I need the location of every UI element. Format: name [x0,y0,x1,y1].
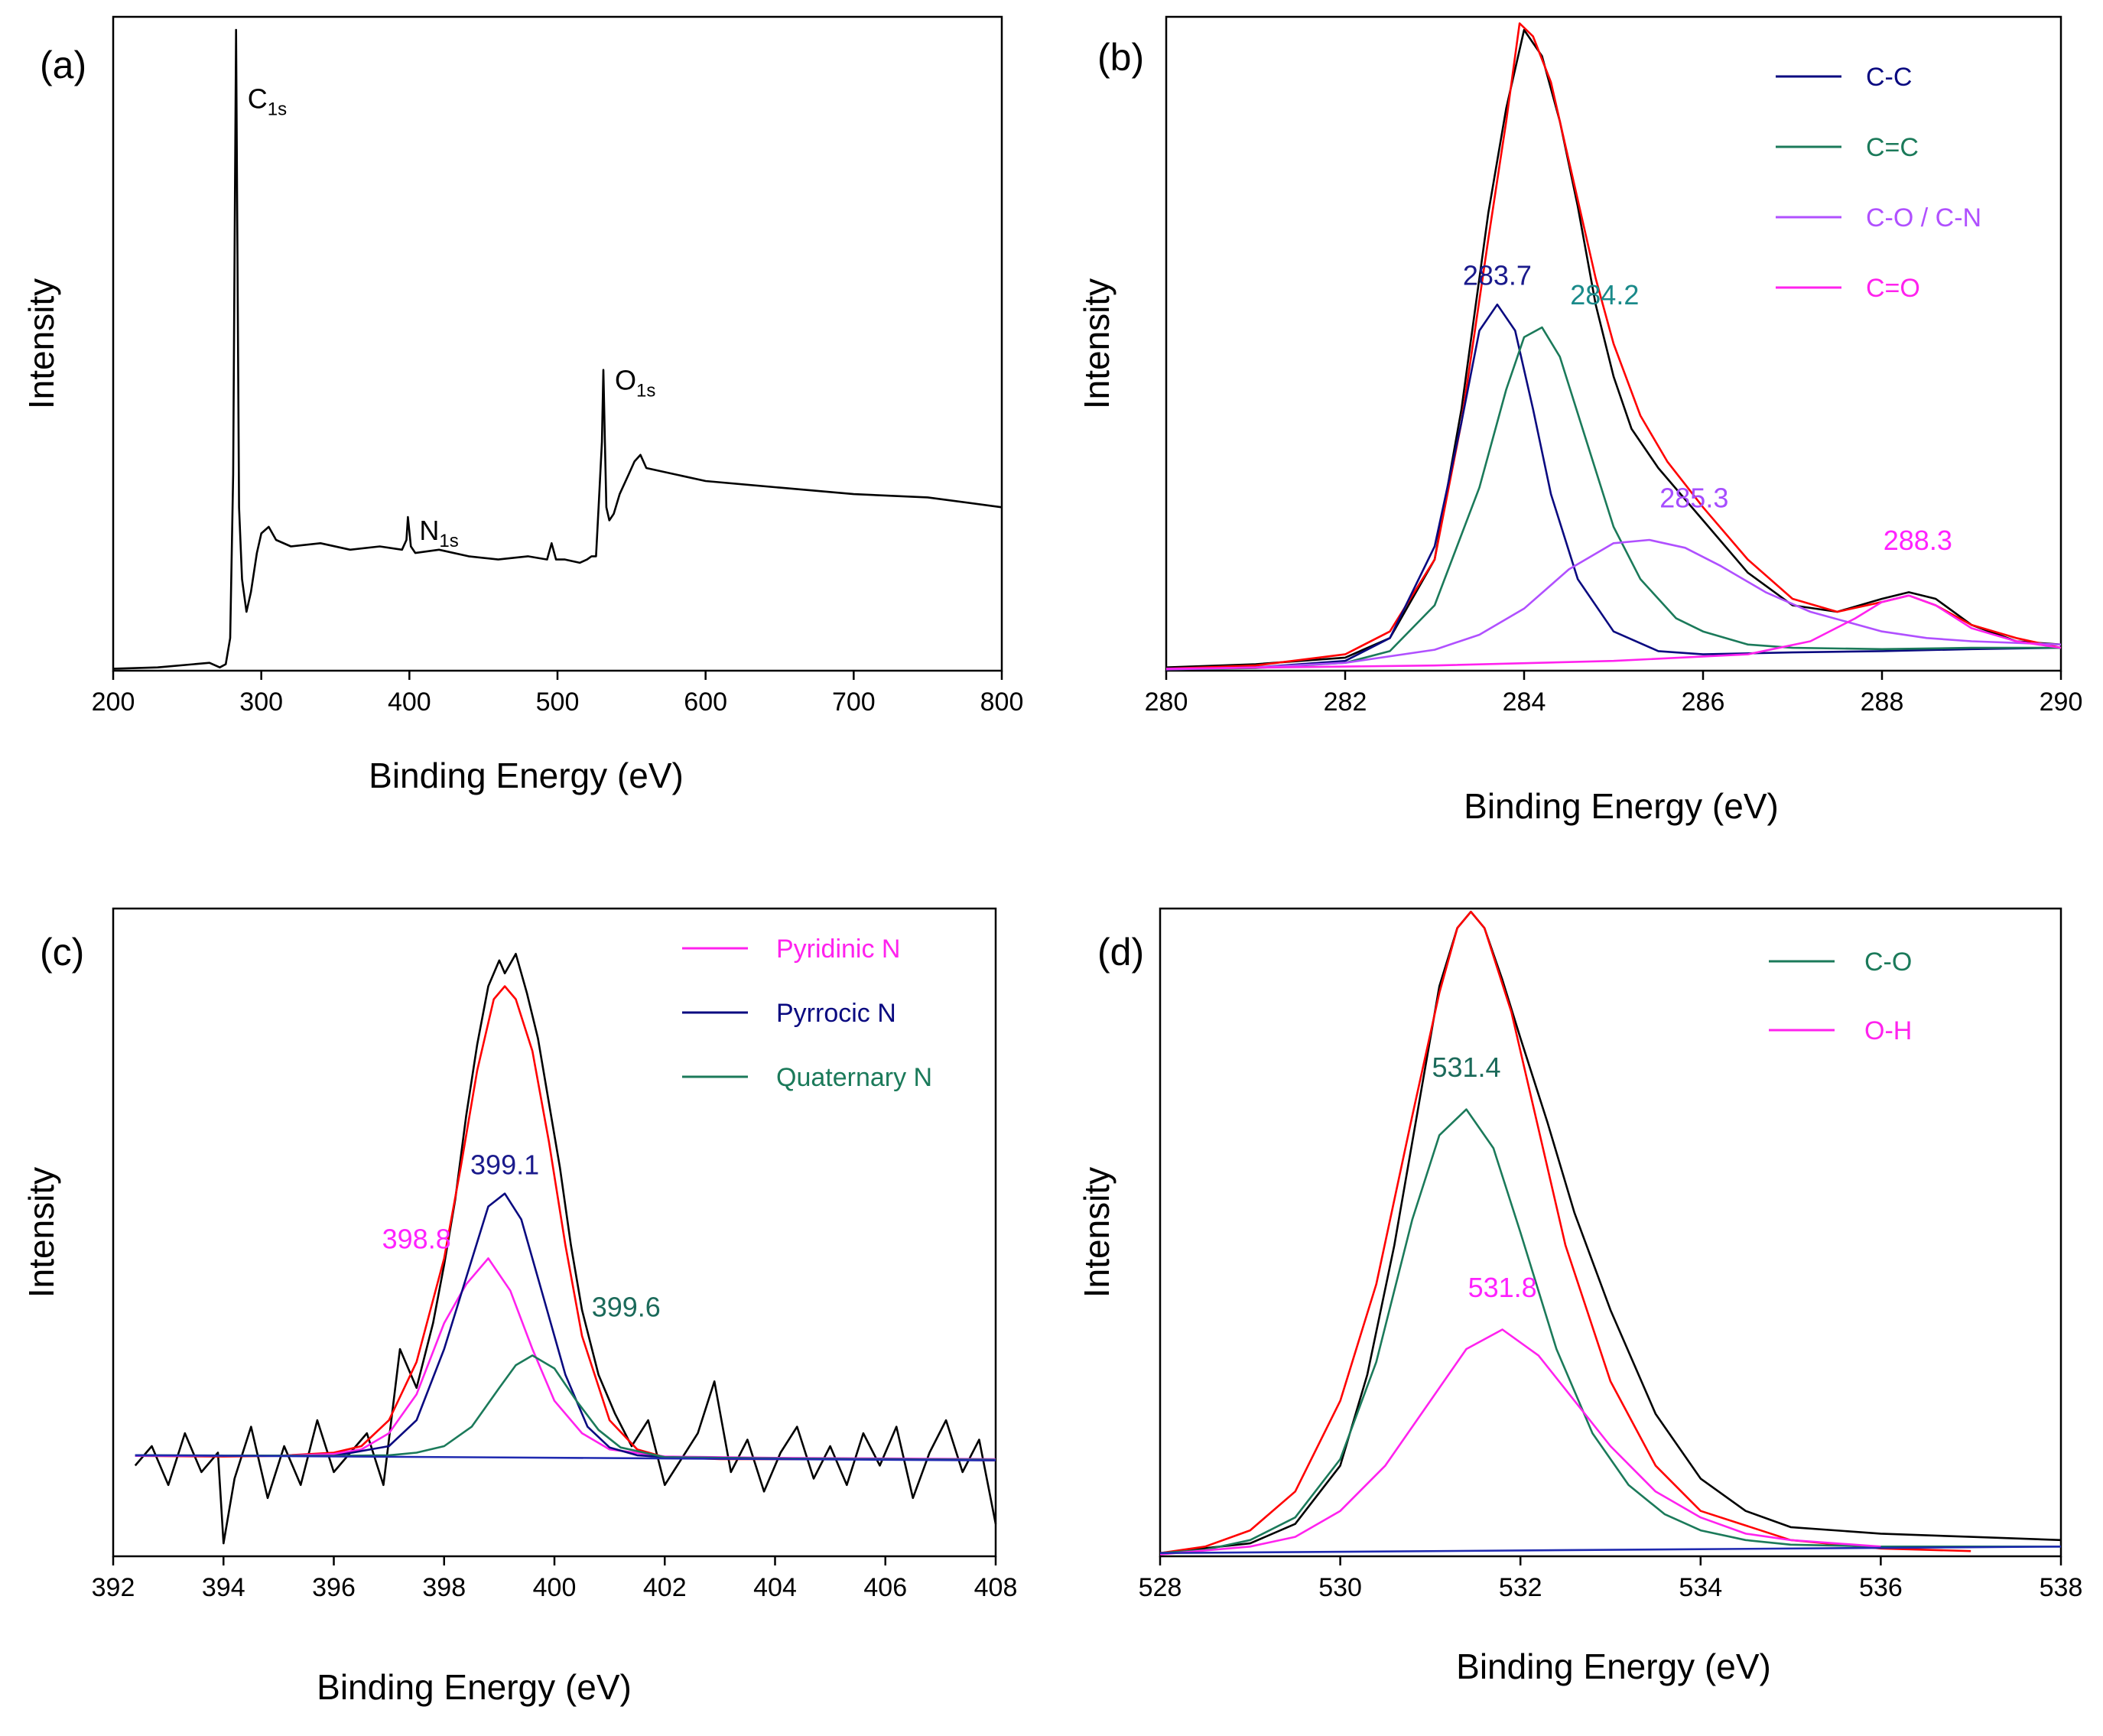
panel-d-series-o-h [1159,1328,1881,1556]
panel-a-x-axis-label: Binding Energy (eV) [369,756,684,795]
panel-d-legend-label: C-O [1864,948,1912,977]
panel-c-x-tick-label: 398 [422,1573,466,1602]
panel-d: 528 530 532 534 536 538 Binding Energy (eV) Int… [1077,907,2083,1686]
panel-b-series-c-o-c-n [1165,538,2062,671]
panel-c-series-fit-envelope [135,985,996,1461]
panel-b-peak-annotation: 288.3 [1884,525,1952,556]
panel-b-legend-label: C-O / C-N [1866,203,1981,232]
panel-c-x-tick-label: 394 [202,1573,245,1602]
panel-c-x-tick-label: 404 [753,1573,797,1602]
panel-d-legend: C-O O-H [1769,948,1912,1045]
panel-b-x-tick-label: 286 [1682,688,1725,717]
panel-b-x-tick-label: 282 [1324,688,1367,717]
panel-d-x-axis-label: Binding Energy (eV) [1456,1647,1771,1686]
panel-c-peak-annotation: 399.1 [470,1149,539,1180]
panel-c: 392 394 396 398 400 402 404 406 408 Binding Energ… [21,907,1018,1707]
panel-d-y-axis-label: Intensity [1077,1167,1117,1298]
panel-a-y-axis-label: Intensity [21,278,61,409]
panel-c-y-axis-label: Intensity [21,1167,61,1298]
panel-b-x-tick-label: 280 [1145,688,1188,717]
panel-a-x-tick-label: 300 [239,688,283,717]
panel-b-y-axis-label: Intensity [1077,278,1117,409]
panel-b-legend-label: C=C [1866,133,1919,162]
panel-c-peak-annotation: 398.8 [382,1224,451,1255]
panel-d-peak-annotation: 531.8 [1468,1272,1537,1303]
panel-b-legend-label: C=O [1866,274,1920,303]
panel-c-legend-label: Quaternary N [776,1063,932,1092]
panel-b-series-c-c [1165,303,2062,671]
panel-c-series-pyrrocic-n [135,1192,996,1461]
panel-a-x-tick-label: 500 [536,688,580,717]
panel-b-legend-label: C-C [1866,63,1912,92]
panel-a-x-tick-label: 200 [92,688,135,717]
panel-c-letter: (c) [40,931,84,974]
panel-c-legend-label: Pyridinic N [776,935,900,964]
panel-b-plot-frame [1165,15,2062,672]
panel-a-plot-frame [112,15,1003,672]
panel-b-peak-annotation: 285.3 [1659,482,1728,513]
panel-a-letter: (a) [40,44,86,86]
panel-b-x-tick-label: 288 [1861,688,1904,717]
panel-d-x-tick-label: 538 [2040,1573,2083,1602]
panel-c-x-tick-label: 402 [643,1573,687,1602]
panel-a-series-survey [112,28,1003,670]
panel-b-peak-annotation: 283.7 [1463,260,1532,291]
panel-c-x-tick-label: 396 [312,1573,356,1602]
panel-c-x-axis-label: Binding Energy (eV) [317,1667,632,1707]
panel-d-x-tick-label: 534 [1679,1573,1722,1602]
panel-c-series-quaternary-n [135,1354,996,1461]
panel-a: 200 300 400 500 600 700 800 Binding Energy (eV)… [21,15,1024,795]
panel-d-letter: (d) [1097,931,1144,974]
panel-c-legend-label: Pyrrocic N [776,999,896,1028]
panel-c-peak-annotation: 399.6 [592,1292,661,1323]
panel-c-x-tick-label: 392 [92,1573,135,1602]
panel-d-peak-annotation: 531.4 [1432,1052,1500,1083]
panel-d-series-experimental [1159,910,2062,1555]
panel-b-peak-annotation: 284.2 [1570,279,1639,310]
panel-c-x-tick-label: 400 [533,1573,577,1602]
panel-a-peak-label: O1s [615,364,655,401]
panel-b-x-tick-label: 284 [1503,688,1546,717]
panel-c-x-tick-label: 406 [863,1573,907,1602]
panel-a-x-tick-label: 800 [980,688,1024,717]
panel-d-series-c-o [1159,1108,2061,1555]
panel-d-x-tick-label: 528 [1139,1573,1182,1602]
panel-b-legend: C-C C=C C-O / C-N C=O [1776,63,1981,303]
panel-a-x-tick-label: 600 [684,688,727,717]
panel-c-series-pyridinic-n [135,1257,996,1461]
panel-d-legend-label: O-H [1864,1016,1912,1045]
panel-c-x-tick-label: 408 [974,1573,1018,1602]
panel-d-series-fit-envelope [1159,910,1971,1555]
panel-b-letter: (b) [1097,36,1144,79]
panel-a-x-tick-label: 700 [832,688,876,717]
panel-b-x-tick-label: 290 [2040,688,2083,717]
panel-d-plot-frame [1159,907,2062,1558]
panel-a-peak-label: C1s [248,83,287,120]
panel-d-x-tick-label: 530 [1318,1573,1362,1602]
panel-b-series-experimental [1165,28,2062,668]
panel-b-series-fit-envelope [1165,22,2062,670]
panel-b-x-axis-label: Binding Energy (eV) [1464,786,1779,826]
panel-c-legend: Pyridinic N Pyrrocic N Quaternary N [682,935,932,1092]
panel-d-x-tick-label: 532 [1499,1573,1542,1602]
panel-a-peak-label: N1s [419,515,458,551]
panel-b-series-c-o [1165,594,2062,670]
panel-d-x-tick-label: 536 [1859,1573,1903,1602]
panel-c-series-baseline [135,1454,996,1461]
panel-b: 280 282 284 286 288 290 Binding Energy (eV) Int… [1077,15,2083,826]
panel-a-x-tick-label: 400 [388,688,431,717]
panel-d-series-baseline [1159,1546,2062,1555]
